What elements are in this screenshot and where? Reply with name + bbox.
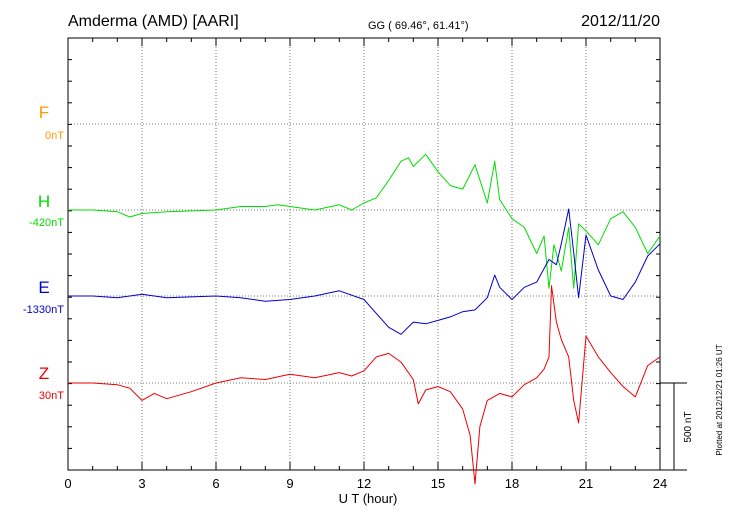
x-axis-label: U T (hour) bbox=[339, 491, 398, 506]
series-offset-h: -420nT bbox=[29, 217, 64, 229]
series-offset-f: 0nT bbox=[45, 130, 64, 142]
series-labels: F 0nT H -420nT E -1330nT Z 30nT bbox=[23, 103, 64, 402]
x-tick-label: 15 bbox=[431, 476, 445, 491]
series-group bbox=[68, 153, 661, 485]
x-tick-label: 3 bbox=[138, 476, 145, 491]
series-name-f: F bbox=[39, 103, 49, 122]
x-tick-label: 12 bbox=[357, 476, 371, 491]
x-tick-label: 18 bbox=[505, 476, 519, 491]
series-line-e bbox=[68, 208, 661, 335]
series-line-z bbox=[68, 285, 661, 485]
x-tick-label: 24 bbox=[653, 476, 667, 491]
series-offset-e: -1330nT bbox=[23, 304, 64, 316]
grid bbox=[68, 38, 660, 470]
station-title: Amderma (AMD) [AARI] bbox=[68, 13, 239, 30]
series-line-h bbox=[68, 153, 661, 289]
coords-label: GG ( 69.46°, 61.41°) bbox=[368, 20, 469, 32]
series-offset-z: 30nT bbox=[39, 390, 64, 402]
x-tick-label: 6 bbox=[212, 476, 219, 491]
x-tick-labels: 0 3 6 9 12 15 18 21 24 bbox=[64, 476, 667, 491]
date-label: 2012/11/20 bbox=[581, 13, 660, 30]
x-ticks bbox=[67, 37, 661, 470]
series-name-z: Z bbox=[39, 364, 49, 383]
scale-bar: 500 nT bbox=[660, 382, 694, 471]
series-name-e: E bbox=[38, 278, 49, 297]
plotted-timestamp: Plotted at 2012/12/21 01:26 UT bbox=[715, 344, 724, 455]
x-tick-label: 21 bbox=[579, 476, 593, 491]
x-tick-label: 9 bbox=[286, 476, 293, 491]
x-tick-label: 0 bbox=[64, 476, 71, 491]
series-name-h: H bbox=[38, 192, 50, 211]
scale-bar-label: 500 nT bbox=[683, 411, 694, 442]
